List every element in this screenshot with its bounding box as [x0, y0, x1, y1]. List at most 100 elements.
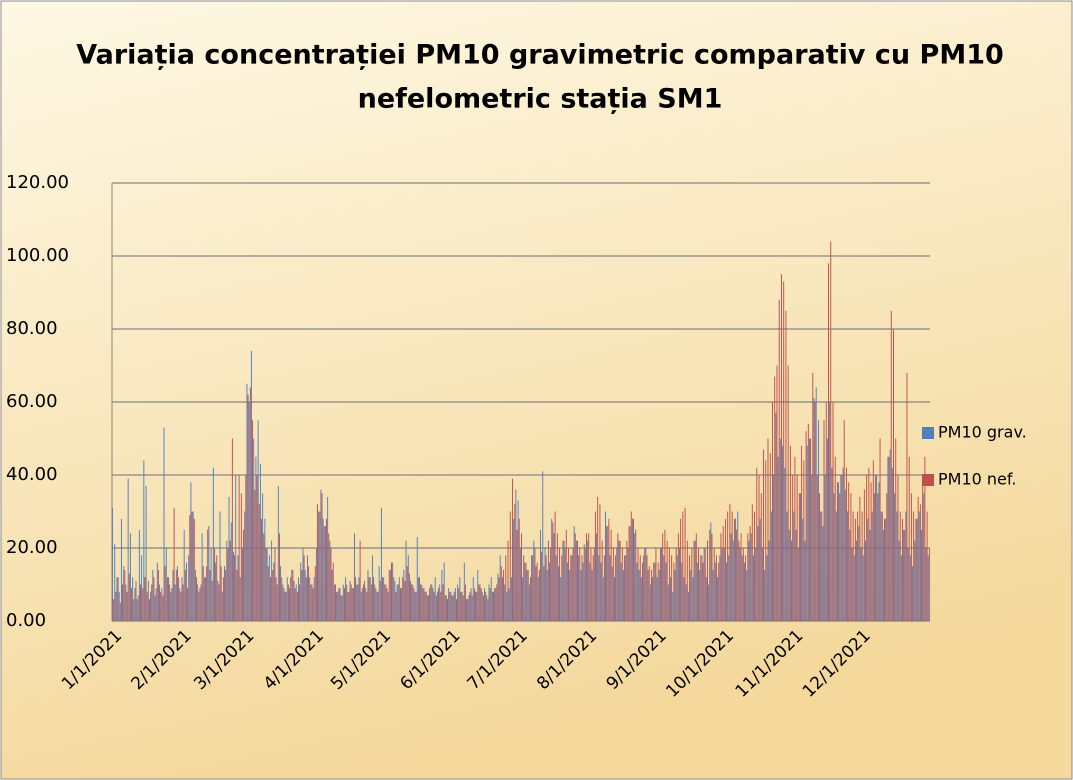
bar	[424, 591, 426, 621]
bar	[643, 555, 645, 621]
bar	[585, 533, 587, 621]
bar	[172, 569, 174, 621]
bar	[862, 555, 864, 621]
bar	[246, 383, 248, 621]
bar	[466, 599, 468, 621]
bar	[768, 540, 770, 621]
bar	[170, 591, 172, 621]
bar	[560, 577, 562, 621]
bar	[332, 562, 334, 621]
bar	[828, 263, 829, 621]
bar	[563, 540, 565, 621]
bar	[659, 548, 661, 621]
bar	[334, 584, 336, 621]
bar	[722, 526, 724, 621]
bar	[603, 555, 605, 621]
bar	[605, 511, 606, 621]
bar	[326, 518, 327, 621]
bar	[848, 482, 850, 621]
bar	[797, 548, 799, 621]
bar	[596, 533, 598, 621]
bar	[791, 540, 793, 621]
y-tick-label: 80.00	[6, 318, 58, 339]
bar	[393, 577, 395, 621]
bar	[807, 423, 809, 621]
bar	[358, 577, 360, 621]
bar	[277, 485, 279, 621]
bar	[233, 551, 234, 621]
bar	[138, 529, 140, 621]
bar	[161, 588, 163, 621]
bar	[714, 562, 716, 621]
bar	[239, 577, 241, 621]
bar	[543, 566, 545, 621]
bar	[273, 562, 275, 621]
bar	[240, 493, 242, 621]
bar	[448, 588, 450, 621]
bar	[371, 555, 373, 621]
bar	[876, 475, 878, 621]
bar	[272, 569, 274, 621]
bar	[522, 577, 524, 621]
bar	[368, 577, 370, 621]
bar	[528, 584, 530, 621]
bar	[339, 588, 341, 621]
bar	[508, 588, 510, 621]
bar	[145, 485, 147, 621]
bar	[357, 584, 359, 621]
bar	[230, 522, 232, 621]
bar	[755, 548, 757, 621]
bar	[617, 533, 619, 621]
bar	[820, 511, 822, 621]
bar	[683, 577, 685, 621]
legend-label: PM10 nef.	[938, 470, 1016, 489]
bar	[905, 511, 907, 621]
bar	[318, 511, 320, 621]
bar	[741, 555, 743, 621]
bar	[575, 540, 577, 621]
bar	[392, 562, 394, 621]
bar	[687, 591, 689, 621]
bar	[274, 548, 276, 621]
bar	[447, 599, 448, 621]
bar	[208, 526, 210, 621]
bar	[792, 475, 794, 621]
bar	[206, 566, 208, 621]
bar	[899, 511, 901, 621]
bar	[122, 584, 124, 621]
bar	[315, 548, 317, 621]
bar	[423, 588, 425, 621]
bar	[696, 562, 698, 621]
bar	[183, 529, 185, 621]
bar	[780, 274, 782, 621]
bar	[419, 577, 420, 621]
bar	[210, 548, 212, 621]
bar	[182, 584, 184, 621]
bar	[503, 569, 505, 621]
bar	[202, 566, 204, 621]
bar	[670, 577, 671, 621]
bar	[663, 555, 665, 621]
bar	[542, 471, 544, 621]
bar	[717, 577, 719, 621]
bar	[535, 566, 537, 621]
bar	[141, 555, 143, 621]
bar	[193, 518, 195, 621]
bar	[327, 496, 329, 621]
bar	[538, 569, 540, 621]
bar	[190, 482, 192, 621]
bar	[347, 591, 349, 621]
bar	[217, 580, 219, 621]
bar	[894, 493, 896, 621]
bar	[676, 555, 678, 621]
bar	[637, 548, 639, 621]
bar	[476, 591, 478, 621]
bar	[804, 540, 806, 621]
bar	[475, 591, 477, 621]
bar	[276, 584, 278, 621]
bar	[188, 555, 190, 621]
bar	[756, 467, 758, 621]
bar	[579, 548, 581, 621]
bar	[194, 569, 196, 621]
bar	[142, 588, 144, 621]
